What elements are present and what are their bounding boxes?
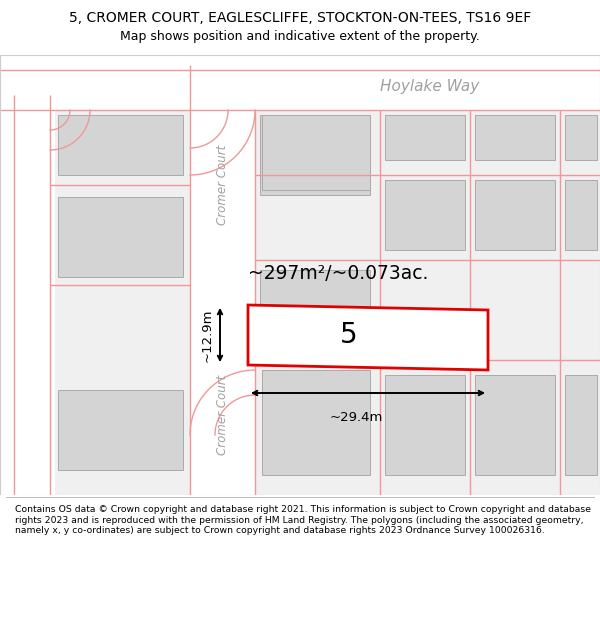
Text: 5: 5	[340, 321, 358, 349]
Bar	[565, 375, 597, 475]
Bar	[565, 180, 597, 250]
Text: Cromer Court: Cromer Court	[215, 145, 229, 225]
Bar	[475, 375, 555, 475]
Text: ~12.9m: ~12.9m	[201, 308, 214, 362]
Text: Cromer Court: Cromer Court	[215, 375, 229, 455]
Bar	[565, 115, 597, 160]
Bar	[262, 370, 370, 475]
Text: Contains OS data © Crown copyright and database right 2021. This information is : Contains OS data © Crown copyright and d…	[15, 506, 591, 535]
Bar	[385, 115, 465, 160]
Bar	[475, 115, 555, 160]
Bar	[190, 55, 255, 495]
Text: Map shows position and indicative extent of the property.: Map shows position and indicative extent…	[120, 30, 480, 43]
Bar	[262, 115, 370, 190]
Polygon shape	[248, 305, 488, 370]
Bar	[260, 115, 370, 195]
Bar	[385, 180, 465, 250]
Bar	[0, 55, 55, 495]
Text: ~297m²/~0.073ac.: ~297m²/~0.073ac.	[248, 264, 428, 283]
Bar	[385, 375, 465, 475]
Bar	[58, 115, 183, 175]
Bar	[58, 197, 183, 277]
Bar	[0, 55, 600, 110]
Text: Hoylake Way: Hoylake Way	[380, 79, 479, 94]
Bar	[475, 180, 555, 250]
Bar	[58, 390, 183, 470]
Bar	[260, 270, 370, 350]
Text: ~29.4m: ~29.4m	[329, 411, 383, 424]
Text: 5, CROMER COURT, EAGLESCLIFFE, STOCKTON-ON-TEES, TS16 9EF: 5, CROMER COURT, EAGLESCLIFFE, STOCKTON-…	[69, 11, 531, 25]
